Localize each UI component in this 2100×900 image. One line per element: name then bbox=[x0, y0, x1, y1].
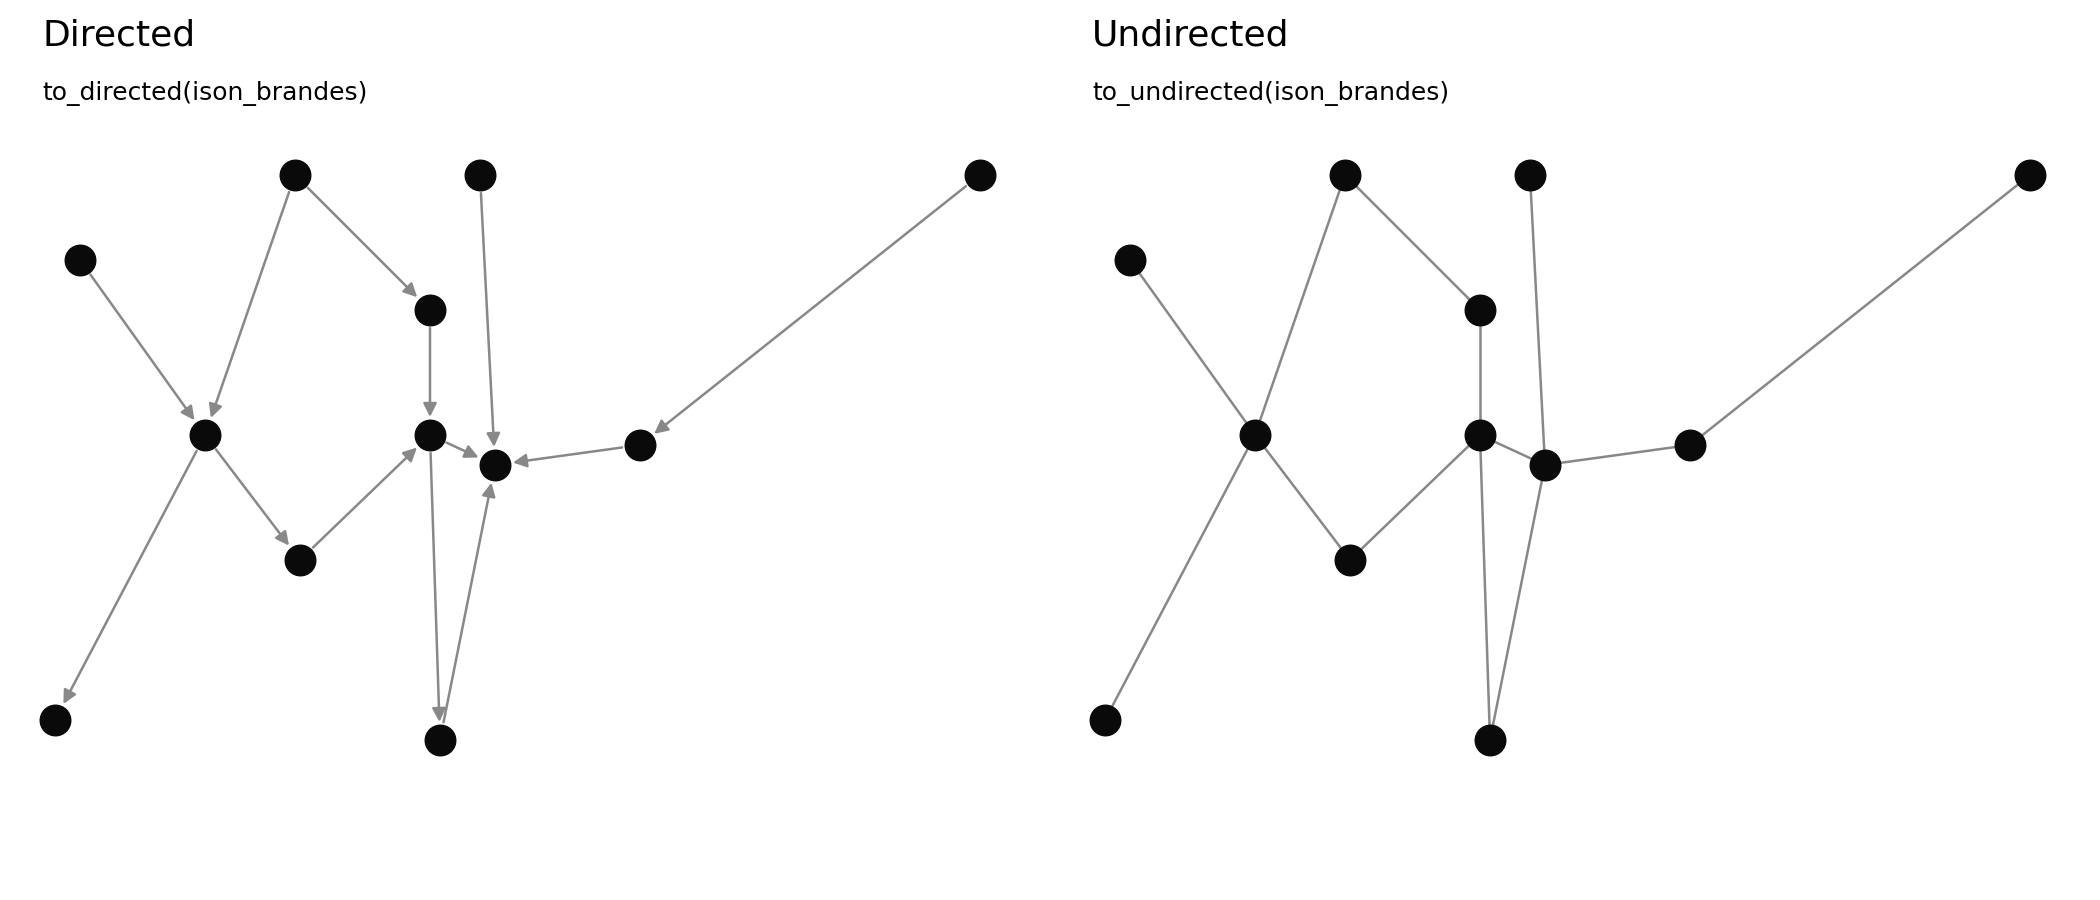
Text: to_undirected(ison_brandes): to_undirected(ison_brandes) bbox=[1092, 81, 1449, 106]
Text: Directed: Directed bbox=[42, 18, 195, 52]
Text: to_directed(ison_brandes): to_directed(ison_brandes) bbox=[42, 81, 368, 106]
Text: Undirected: Undirected bbox=[1092, 18, 1289, 52]
